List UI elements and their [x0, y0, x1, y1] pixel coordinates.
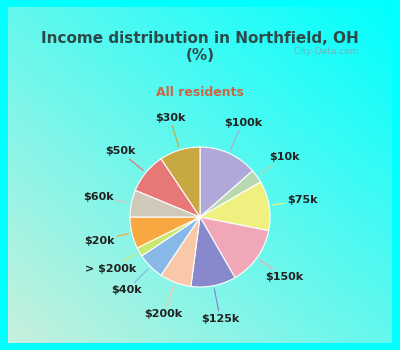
Text: City-Data.com: City-Data.com: [288, 47, 359, 56]
Wedge shape: [135, 159, 200, 217]
Wedge shape: [200, 171, 261, 217]
Text: $30k: $30k: [155, 113, 185, 147]
Text: $200k: $200k: [144, 286, 182, 319]
Wedge shape: [130, 217, 200, 248]
Wedge shape: [200, 217, 269, 278]
Wedge shape: [161, 147, 200, 217]
Text: $50k: $50k: [105, 146, 143, 170]
Text: $20k: $20k: [84, 234, 128, 246]
Wedge shape: [142, 217, 200, 275]
Wedge shape: [161, 217, 200, 286]
Wedge shape: [191, 217, 235, 287]
Text: $10k: $10k: [260, 152, 300, 174]
Wedge shape: [200, 147, 253, 217]
Text: Income distribution in Northfield, OH
(%): Income distribution in Northfield, OH (%…: [41, 30, 359, 63]
Wedge shape: [200, 182, 270, 231]
Text: All residents: All residents: [156, 86, 244, 99]
Text: > $200k: > $200k: [85, 254, 136, 274]
Text: $125k: $125k: [201, 289, 239, 324]
Text: $60k: $60k: [83, 192, 128, 203]
Text: $150k: $150k: [260, 260, 303, 282]
Text: $100k: $100k: [224, 118, 262, 150]
Wedge shape: [137, 217, 200, 256]
Wedge shape: [130, 190, 200, 217]
Text: $75k: $75k: [272, 195, 318, 205]
Text: $40k: $40k: [112, 269, 148, 295]
